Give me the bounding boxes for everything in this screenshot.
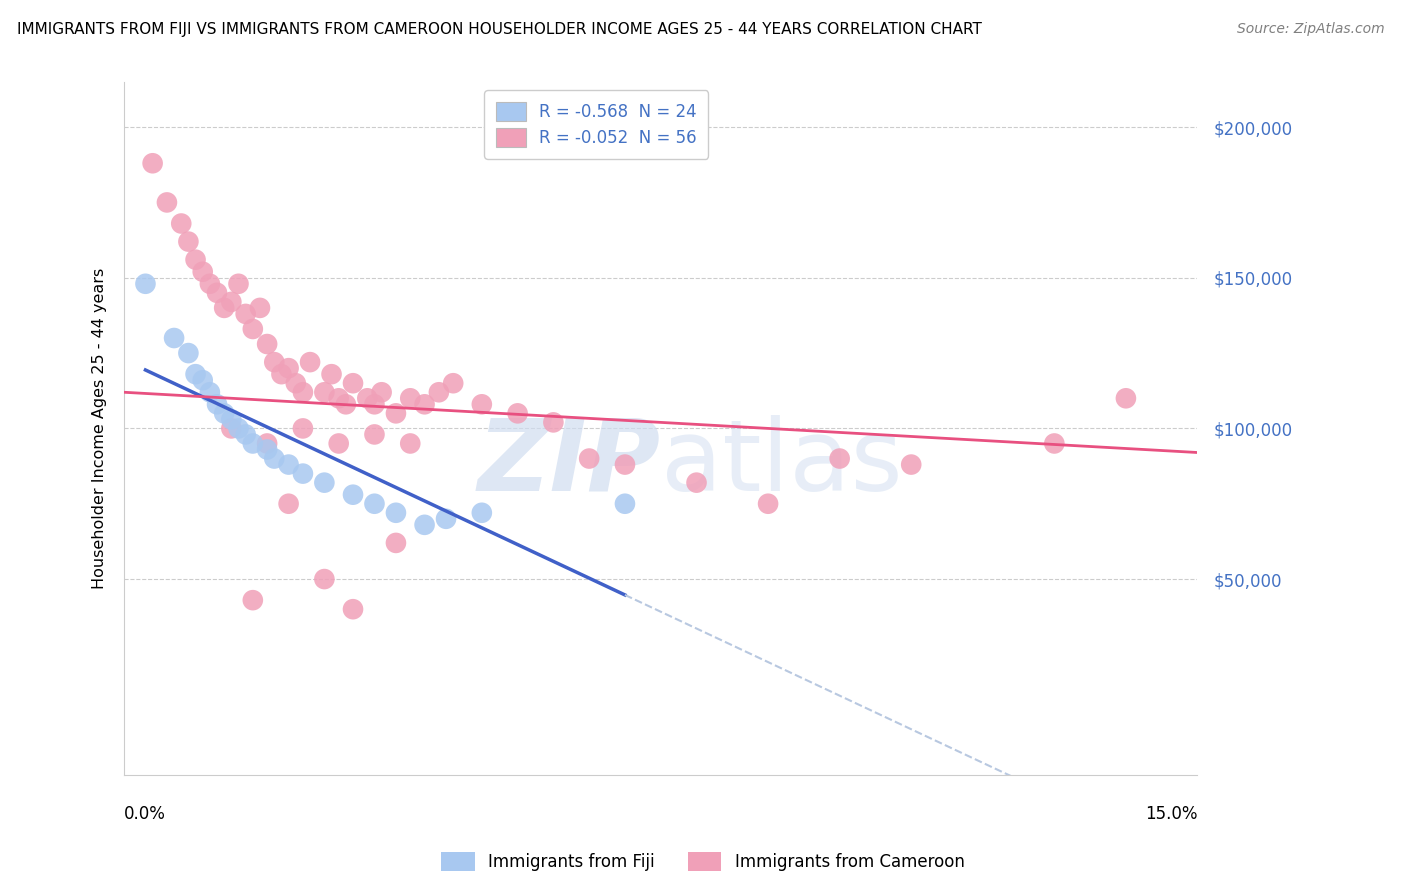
Point: [221, 294, 243, 309]
Point: [685, 475, 707, 490]
Point: [177, 235, 200, 249]
Text: ZIP: ZIP: [478, 415, 661, 512]
Point: [291, 421, 314, 435]
Point: [471, 506, 494, 520]
Point: [399, 392, 422, 406]
Point: [385, 406, 408, 420]
Point: [1115, 392, 1137, 406]
Point: [212, 406, 235, 420]
Point: [163, 331, 186, 345]
Point: [270, 367, 292, 381]
Point: [314, 385, 336, 400]
Point: [363, 427, 385, 442]
Point: [228, 421, 250, 435]
Point: [242, 593, 264, 607]
Point: [228, 277, 250, 291]
Point: [198, 277, 221, 291]
Legend: Immigrants from Fiji, Immigrants from Cameroon: Immigrants from Fiji, Immigrants from Ca…: [433, 843, 973, 880]
Legend: R = -0.568  N = 24, R = -0.052  N = 56: R = -0.568 N = 24, R = -0.052 N = 56: [484, 90, 709, 159]
Point: [363, 397, 385, 411]
Point: [235, 427, 257, 442]
Point: [235, 307, 257, 321]
Point: [328, 436, 350, 450]
Text: 0.0%: 0.0%: [124, 805, 166, 823]
Point: [256, 436, 278, 450]
Point: [342, 488, 364, 502]
Point: [613, 497, 636, 511]
Text: Source: ZipAtlas.com: Source: ZipAtlas.com: [1237, 22, 1385, 37]
Point: [413, 397, 436, 411]
Point: [363, 497, 385, 511]
Point: [328, 392, 350, 406]
Point: [299, 355, 322, 369]
Point: [205, 397, 228, 411]
Point: [277, 361, 299, 376]
Point: [277, 497, 299, 511]
Point: [385, 506, 408, 520]
Point: [156, 195, 179, 210]
Point: [291, 385, 314, 400]
Point: [242, 436, 264, 450]
Point: [184, 252, 207, 267]
Point: [198, 385, 221, 400]
Point: [263, 451, 285, 466]
Point: [263, 355, 285, 369]
Point: [191, 265, 214, 279]
Point: [578, 451, 600, 466]
Point: [212, 301, 235, 315]
Point: [756, 497, 779, 511]
Point: [277, 458, 299, 472]
Point: [314, 572, 336, 586]
Point: [342, 376, 364, 391]
Point: [191, 373, 214, 387]
Point: [221, 421, 243, 435]
Point: [291, 467, 314, 481]
Point: [335, 397, 357, 411]
Point: [506, 406, 529, 420]
Point: [342, 602, 364, 616]
Point: [900, 458, 922, 472]
Point: [543, 416, 565, 430]
Point: [321, 367, 343, 381]
Point: [170, 217, 193, 231]
Point: [399, 436, 422, 450]
Point: [256, 442, 278, 457]
Point: [249, 301, 271, 315]
Text: atlas: atlas: [661, 415, 903, 512]
Point: [314, 475, 336, 490]
Point: [242, 322, 264, 336]
Text: 15.0%: 15.0%: [1144, 805, 1198, 823]
Point: [828, 451, 851, 466]
Point: [434, 512, 457, 526]
Point: [1043, 436, 1066, 450]
Point: [184, 367, 207, 381]
Point: [256, 337, 278, 351]
Point: [356, 392, 378, 406]
Point: [134, 277, 156, 291]
Y-axis label: Householder Income Ages 25 - 44 years: Householder Income Ages 25 - 44 years: [93, 268, 107, 589]
Text: IMMIGRANTS FROM FIJI VS IMMIGRANTS FROM CAMEROON HOUSEHOLDER INCOME AGES 25 - 44: IMMIGRANTS FROM FIJI VS IMMIGRANTS FROM …: [17, 22, 981, 37]
Point: [427, 385, 450, 400]
Point: [441, 376, 464, 391]
Point: [370, 385, 392, 400]
Point: [142, 156, 165, 170]
Point: [284, 376, 307, 391]
Point: [177, 346, 200, 360]
Point: [613, 458, 636, 472]
Point: [205, 285, 228, 300]
Point: [385, 536, 408, 550]
Point: [221, 412, 243, 426]
Point: [471, 397, 494, 411]
Point: [413, 517, 436, 532]
